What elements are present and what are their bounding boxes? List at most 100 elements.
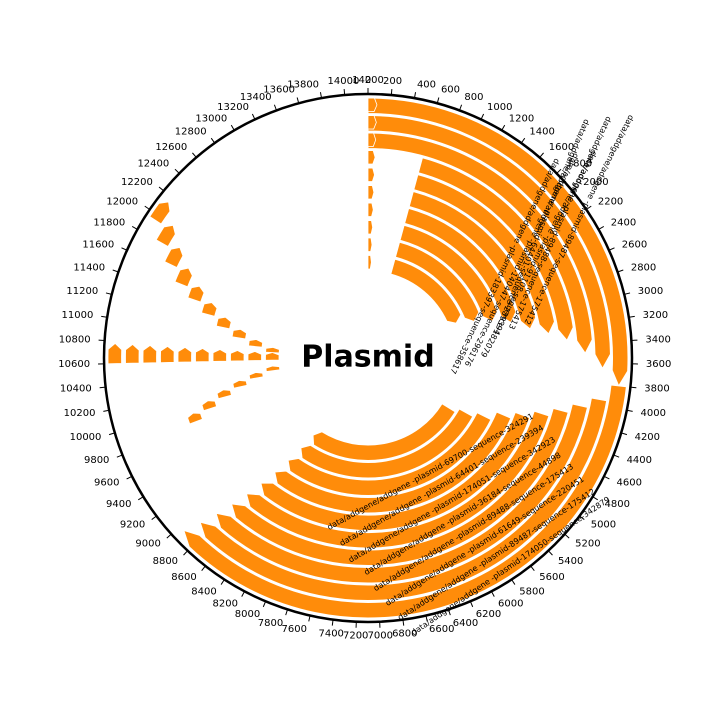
axis-tick [99, 386, 106, 389]
axis-tick [579, 515, 585, 520]
axis-tick-label: 11200 [66, 286, 98, 297]
feature-mark [265, 352, 280, 361]
feature-mark [367, 150, 376, 165]
feature-arrow [199, 397, 608, 601]
axis-tick [220, 579, 225, 585]
axis-tick-label: 13000 [195, 113, 227, 124]
axis-tick-label: 1400 [529, 127, 554, 138]
axis-tick [613, 454, 620, 458]
axis-tick [166, 533, 172, 539]
axis-tick [273, 104, 277, 111]
axis-tick-label: 5000 [591, 519, 616, 530]
axis-tick-label: 9400 [106, 499, 131, 510]
feature-mark [248, 339, 264, 348]
axis-tick-label: 11800 [93, 218, 125, 229]
feature-mark [247, 351, 262, 362]
axis-tick-label: 7000 [368, 631, 393, 642]
map-title: Plasmid [301, 340, 434, 375]
axis-tick [480, 113, 485, 120]
axis-tick [564, 533, 570, 539]
axis-tick [101, 315, 108, 318]
feature-mark [367, 185, 375, 200]
axis-tick-label: 11600 [82, 240, 114, 251]
feature-mark [367, 132, 377, 147]
feature-mark [177, 346, 193, 363]
axis-tick-label: 3600 [646, 359, 671, 370]
axis-tick [491, 591, 495, 597]
axis-tick-label: 13400 [240, 92, 272, 103]
feature-mark [367, 237, 373, 252]
axis-tick [343, 89, 346, 96]
axis-tick [624, 292, 631, 295]
feature-mark [212, 349, 227, 362]
feature-arrow [403, 207, 517, 324]
axis-tick-label: 2400 [611, 218, 636, 229]
axis-tick-label: 8400 [191, 586, 216, 597]
axis-tick-label: 9000 [135, 538, 160, 549]
axis-tick [108, 432, 115, 436]
axis-tick-label: 9200 [120, 519, 145, 530]
axis-tick-label: 1000 [487, 102, 512, 113]
axis-tick-label: 2000 [583, 177, 608, 188]
feature-mark [367, 255, 372, 270]
axis-tick-label: 5800 [519, 586, 544, 597]
axis-tick [469, 601, 474, 608]
axis-tick-label: 1800 [567, 159, 592, 170]
axis-tick-label: 9800 [84, 455, 109, 466]
feature-arrow [390, 258, 462, 324]
feature-mark [174, 267, 193, 288]
axis-tick [210, 137, 216, 144]
axis-tick [390, 89, 393, 96]
axis-tick-label: 7800 [258, 618, 283, 629]
axis-tick-label: 8200 [213, 599, 238, 610]
axis-tick [241, 591, 245, 597]
axis-tick-label: 12800 [175, 127, 207, 138]
axis-tick-label: 6200 [476, 609, 501, 620]
feature-arrow [399, 224, 498, 322]
axis-tick [126, 475, 133, 480]
feature-mark [149, 201, 171, 225]
axis-tick [608, 247, 615, 251]
axis-tick [151, 515, 157, 520]
axis-tick-label: 4600 [617, 478, 642, 489]
axis-tick-label: 7600 [282, 624, 307, 635]
axis-tick-label: 12000 [106, 197, 138, 208]
feature-mark [216, 389, 232, 400]
axis-tick-label: 4800 [605, 499, 630, 510]
feature-arrow [417, 157, 574, 342]
feature-mark [201, 302, 218, 317]
feature-arrow [300, 408, 474, 479]
axis-tick [501, 124, 506, 131]
axis-tick-label: 2600 [622, 240, 647, 251]
axis-tick [556, 168, 562, 174]
axis-tick-label: 12400 [137, 159, 169, 170]
axis-tick-label: 10000 [70, 432, 102, 443]
axis-tick [425, 615, 428, 622]
axis-tick-label: 3800 [644, 384, 669, 395]
axis-tick [459, 104, 463, 111]
axis-tick-label: 8600 [171, 572, 196, 583]
feature-mark [187, 412, 203, 425]
axis-tick-label: 200 [383, 76, 402, 87]
feature-arrow [367, 114, 611, 370]
axis-tick-label: 7400 [318, 629, 343, 640]
axis-tick-label: 5400 [558, 556, 583, 567]
feature-arrow [312, 403, 456, 461]
axis-tick-label: 13800 [287, 79, 319, 90]
axis-tick [308, 615, 311, 622]
feature-mark [125, 343, 140, 364]
feature-mark [155, 224, 176, 247]
axis-tick [548, 550, 553, 556]
feature-mark [367, 115, 377, 130]
axis-tick [598, 226, 605, 230]
feature-mark [107, 342, 123, 365]
axis-tick-label: 6400 [453, 618, 478, 629]
axis-tick [103, 409, 110, 412]
axis-tick [530, 565, 535, 571]
axis-tick-label: 14000 [328, 76, 360, 87]
axis-tick-label: 8000 [235, 609, 260, 620]
axis-tick [520, 137, 526, 144]
